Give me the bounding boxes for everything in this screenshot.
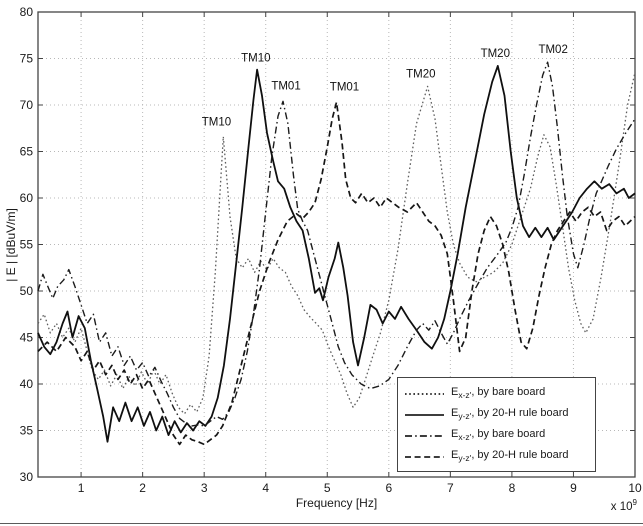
annotation-tm10: TM10 (202, 117, 231, 129)
x-axis-multiplier-base: x 10 (610, 500, 633, 513)
dashdot-line-sample (405, 434, 444, 437)
legend-item-3: Ey-z', by 20-H rule board (404, 446, 589, 467)
x-tick-label: 5 (324, 481, 331, 495)
annotation-tm10: TM10 (241, 53, 270, 65)
x-axis-multiplier-exponent: 9 (632, 498, 637, 507)
series-curve-Exz-bare-board (37, 72, 636, 415)
y-tick-label: 70 (20, 98, 34, 112)
legend-label: Ex-z', by bare board (451, 428, 546, 443)
legend-item-1: Ey-z', by 20-H rule board (404, 404, 589, 425)
solid-line-sample (405, 413, 444, 416)
x-axis-multiplier: x 109 (611, 498, 637, 513)
y-tick-label: 55 (20, 238, 34, 252)
legend-label: Ey-z', by 20-H rule board (451, 407, 569, 422)
figure-bottom-rule (0, 523, 643, 524)
x-tick-label: 3 (201, 481, 208, 495)
dashed-line-sample (405, 455, 444, 458)
legend-item-0: Ex-z', by bare board (404, 383, 589, 404)
x-tick-label: 9 (570, 481, 577, 495)
x-tick-label: 1 (78, 481, 85, 495)
x-tick-label: 7 (447, 481, 454, 495)
x-axis-label: Frequency [Hz] (295, 496, 378, 510)
annotation-tm20: TM20 (481, 48, 510, 60)
annotation-tm20: TM20 (406, 68, 435, 80)
y-tick-label: 60 (20, 191, 34, 205)
legend-box: Ex-z', by bare board Ey-z', by 20-H rule … (397, 377, 596, 472)
series-curve-Exz-bare-board-2 (37, 61, 636, 427)
y-tick-label: 80 (20, 5, 34, 19)
y-tick-label: 35 (20, 424, 34, 438)
dotted-line-sample (405, 392, 444, 395)
annotation-tm01: TM01 (330, 81, 359, 93)
x-tick-label: 8 (509, 481, 516, 495)
y-tick-label: 75 (20, 52, 34, 66)
legend-item-2: Ex-z', by bare board (404, 425, 589, 446)
y-axis-label: | E | [dBuV/m] (4, 208, 18, 282)
y-tick-label: 50 (20, 284, 34, 298)
legend-label: Ey-z', by 20-H rule board (451, 449, 569, 464)
x-tick-label: 4 (262, 481, 269, 495)
series-curve-Eyz-20H-rule-board (37, 65, 636, 443)
y-tick-label: 40 (20, 377, 34, 391)
annotation-tm01: TM01 (271, 80, 300, 92)
annotation-tm02: TM02 (538, 44, 567, 56)
y-tick-label: 65 (20, 145, 34, 159)
legend-label: Ex-z', by bare board (451, 386, 546, 401)
series-curve-Eyz-20H-rule-board-2 (37, 101, 636, 446)
y-tick-label: 45 (20, 331, 34, 345)
x-tick-label: 10 (628, 481, 642, 495)
x-tick-label: 6 (385, 481, 392, 495)
y-tick-label: 30 (20, 470, 34, 484)
x-tick-label: 2 (139, 481, 146, 495)
